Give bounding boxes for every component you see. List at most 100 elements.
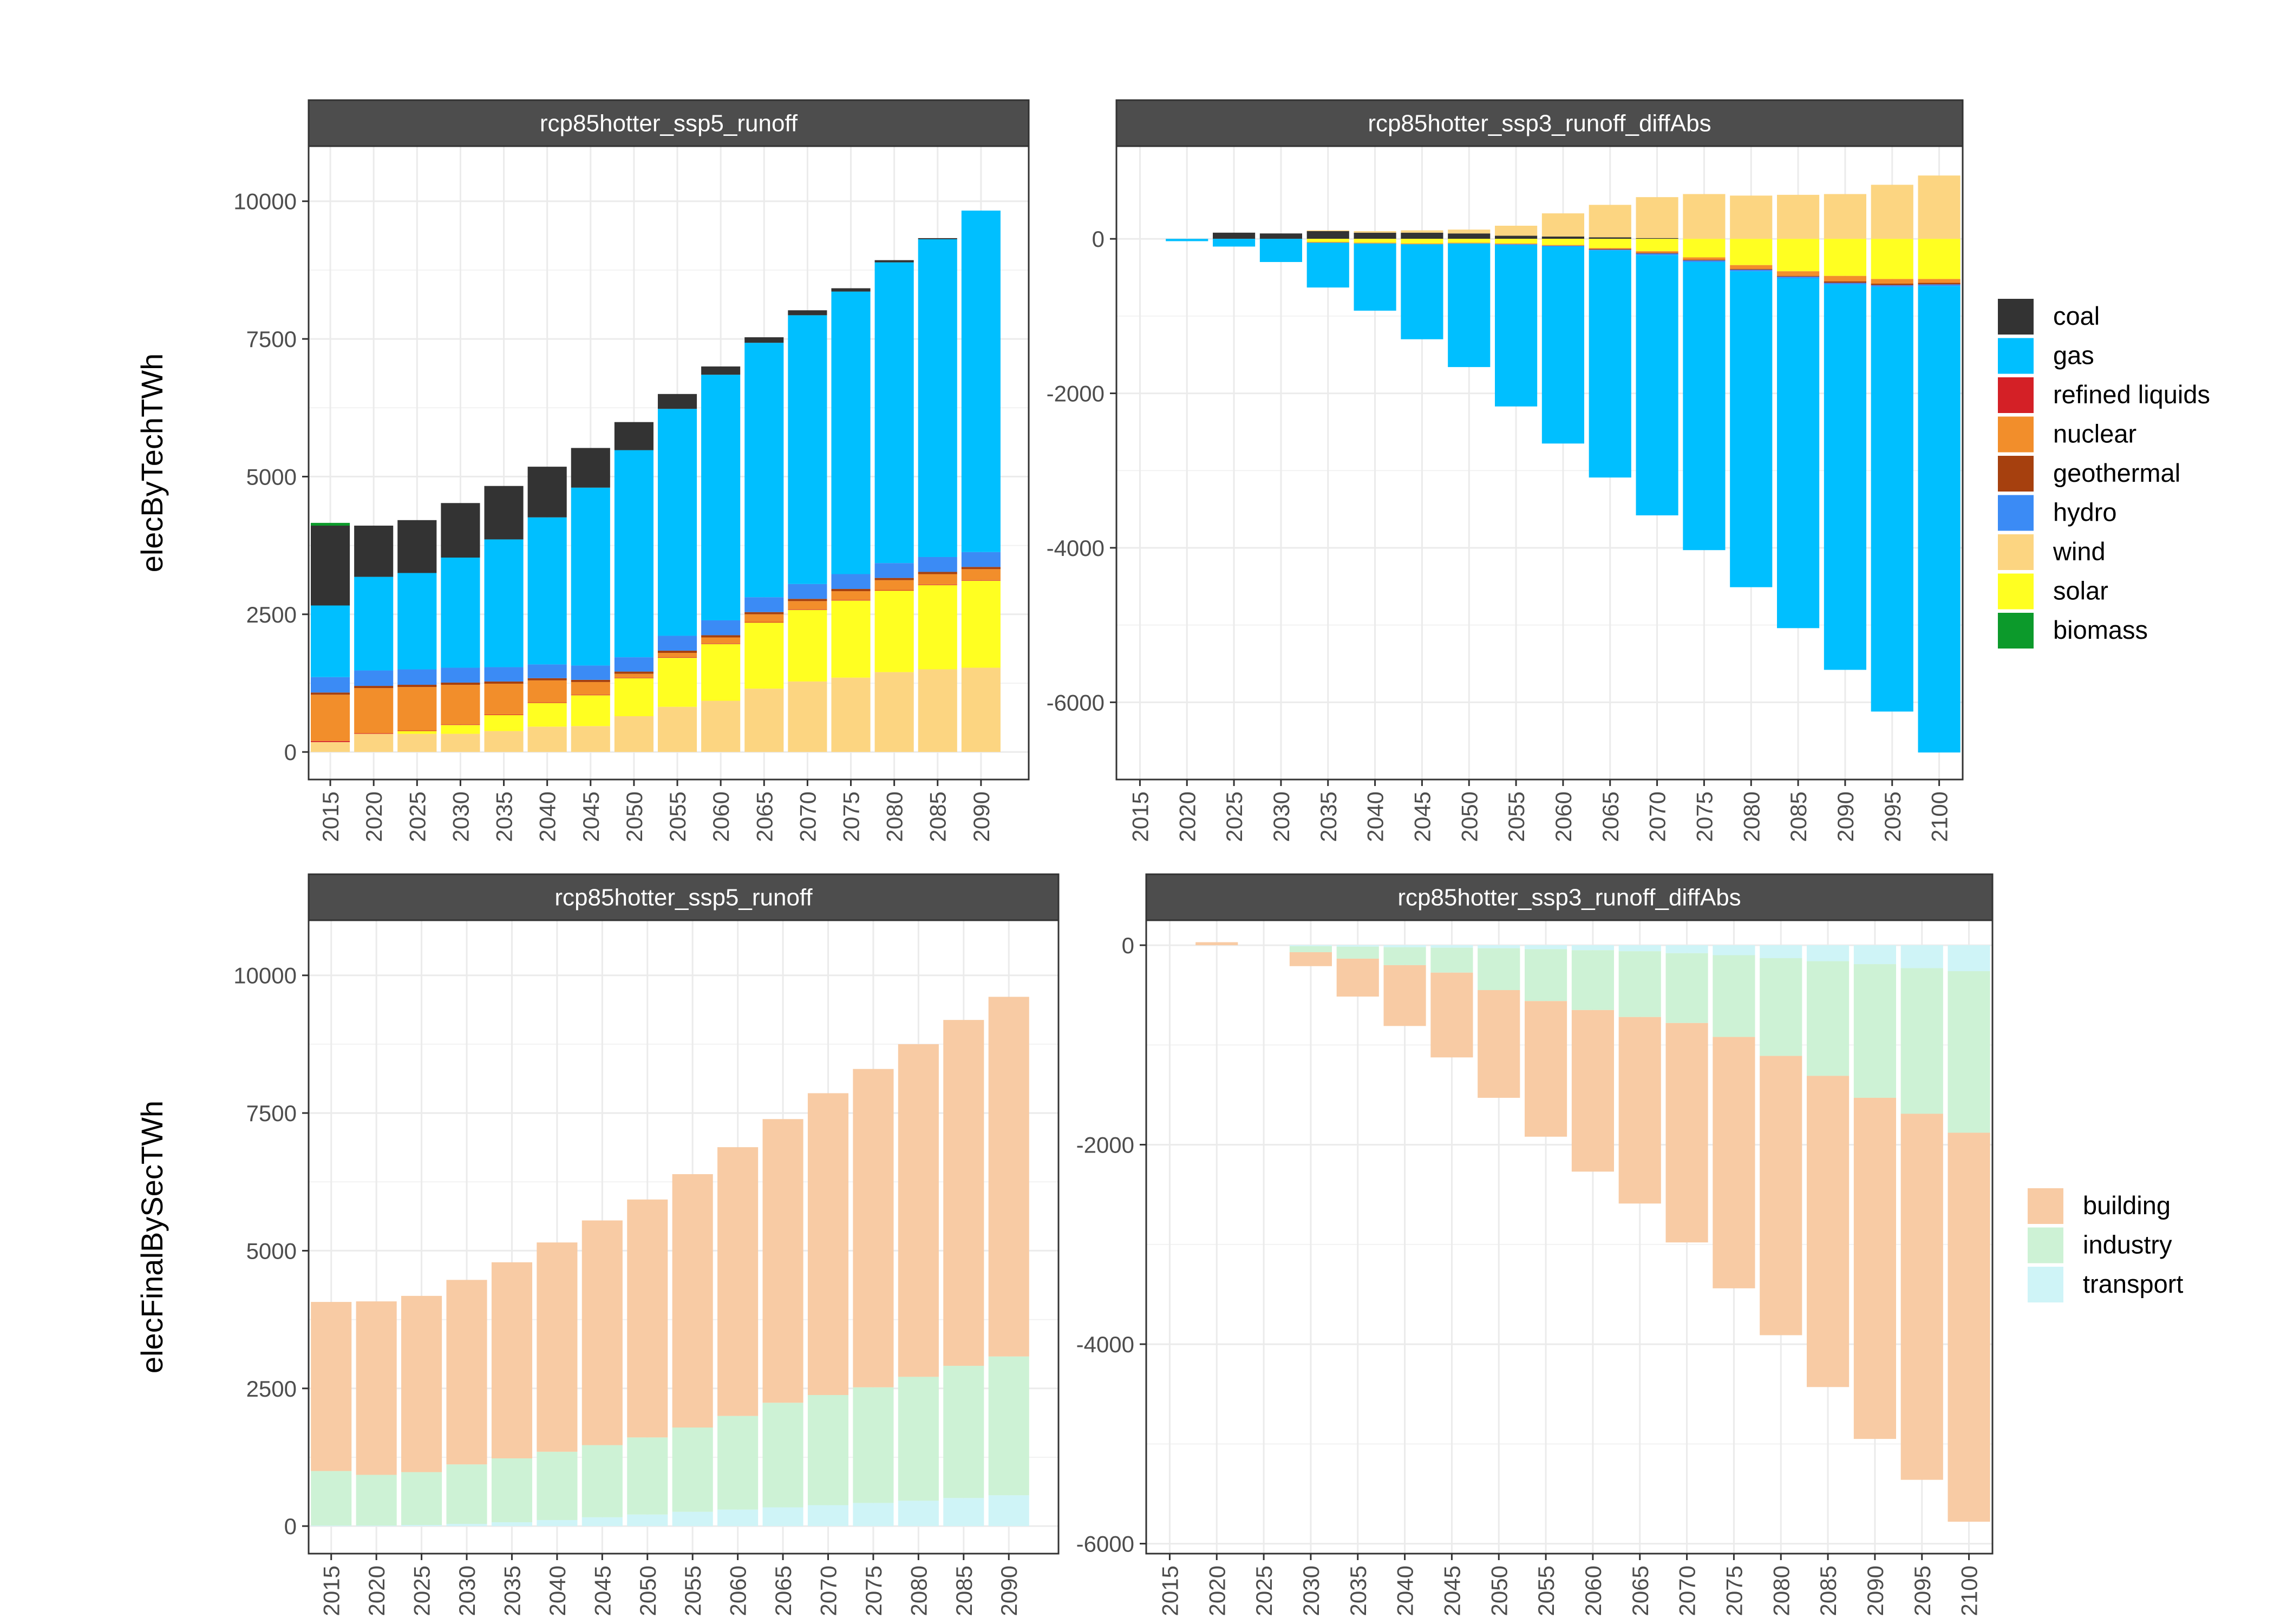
bar-transport-2070 <box>1665 945 1708 953</box>
bar-solar-2040 <box>527 703 567 727</box>
bar-gas-2085 <box>1777 278 1820 628</box>
x-tick-label: 2045 <box>1409 791 1435 842</box>
bar-solar-2100 <box>1918 239 1961 279</box>
x-tick-label: 2055 <box>1504 791 1529 842</box>
bar-geothermal-2020 <box>354 686 394 689</box>
x-tick-label: 2035 <box>499 1566 525 1616</box>
x-tick-label: 2065 <box>752 791 777 842</box>
x-tick-label: 2100 <box>1927 791 1952 842</box>
bar-nuclear-2055 <box>657 653 697 658</box>
bars <box>311 211 1001 752</box>
x-tick-label: 2070 <box>815 1566 841 1616</box>
bar-solar-2080 <box>1730 239 1773 265</box>
bar-industry-2075 <box>853 1387 894 1503</box>
bar-building-2020 <box>1195 942 1238 946</box>
x-tick-label: 2045 <box>1439 1566 1465 1616</box>
bar-solar-2045 <box>571 695 610 726</box>
bar-industry-2025 <box>401 1472 442 1525</box>
y-axis: 0 2500 5000 7500 10000 <box>233 963 309 1539</box>
bar-industry-2040 <box>1383 947 1426 965</box>
y-tick-label: 7500 <box>246 326 297 352</box>
bar-industry-2070 <box>1665 953 1708 1023</box>
x-tick-label: 2040 <box>1393 1566 1418 1616</box>
bar-gas-2025 <box>1213 239 1256 247</box>
bar-hydro-2030 <box>441 667 480 683</box>
bar-wind-2070 <box>788 681 827 752</box>
bar-solar-2060 <box>701 644 741 701</box>
bar-solar-2040 <box>1354 239 1396 243</box>
bar-building-2090 <box>988 997 1029 1357</box>
bar-transport-2055 <box>1525 945 1567 949</box>
bar-coal-2075 <box>831 288 871 292</box>
bar-geothermal-2035 <box>484 681 524 684</box>
legend-swatch-coal <box>1998 299 2034 335</box>
facet-strip <box>1115 99 1964 147</box>
legend-label: building <box>2083 1191 2171 1220</box>
y-tick-label: -6000 <box>1076 1531 1134 1557</box>
bar-building-2085 <box>943 1020 984 1366</box>
x-axis: 2015 2020 2025 2030 2035 2040 2045 2050 2055 2060… <box>318 780 994 842</box>
bar-nuclear-2045 <box>571 682 610 695</box>
bar-wind-2040 <box>1354 231 1396 233</box>
bar-coal-2055 <box>1495 235 1538 239</box>
x-tick-label: 2085 <box>925 791 951 842</box>
x-tick-label: 2060 <box>1580 1566 1606 1616</box>
x-tick-label: 2025 <box>1221 791 1247 842</box>
bar-transport-2025 <box>401 1525 442 1527</box>
x-tick-label: 2065 <box>1598 791 1623 842</box>
bar-transport-2040 <box>537 1520 578 1527</box>
bar-hydro-2040 <box>527 664 567 678</box>
bar-hydro-2060 <box>701 620 741 636</box>
x-tick-label: 2090 <box>1833 791 1858 842</box>
x-tick-label: 2075 <box>1721 1566 1747 1616</box>
bar-building-2040 <box>1383 965 1426 1026</box>
bar-hydro-2045 <box>571 665 610 680</box>
bar-hydro-2075 <box>1683 260 1726 263</box>
bar-geothermal-2030 <box>441 682 480 685</box>
bars <box>1166 175 1961 753</box>
bar-gas-2020 <box>1166 239 1208 241</box>
bar-coal-2065 <box>1589 237 1631 239</box>
y-tick-label: 0 <box>1092 226 1105 252</box>
bar-wind-2100 <box>1918 175 1961 239</box>
legend-label: nuclear <box>2053 420 2136 448</box>
bar-transport-2035 <box>491 1522 532 1527</box>
bar-gas-2055 <box>657 409 697 636</box>
legend-label: biomass <box>2053 615 2148 644</box>
bar-transport-2040 <box>1383 945 1426 947</box>
bar-industry-2045 <box>581 1445 623 1517</box>
bar-wind-2080 <box>874 672 914 752</box>
x-tick-label: 2050 <box>1486 1566 1512 1616</box>
bar-gas-2060 <box>1541 246 1584 444</box>
y-tick-label: 0 <box>1122 933 1134 958</box>
bar-transport-2085 <box>1807 945 1850 961</box>
x-tick-label: 2050 <box>635 1566 661 1616</box>
bar-hydro-2020 <box>354 670 394 686</box>
bar-building-2035 <box>491 1262 532 1458</box>
x-tick-label: 2095 <box>1910 1566 1935 1616</box>
bar-building-2065 <box>1618 1017 1661 1204</box>
bar-gas-2050 <box>614 450 654 658</box>
bar-building-2075 <box>853 1069 894 1387</box>
bar-building-2070 <box>807 1093 849 1395</box>
bar-industry-2030 <box>1289 946 1332 952</box>
x-tick-label: 2080 <box>882 791 907 842</box>
bar-wind-2065 <box>744 689 784 752</box>
bar-solar-2035 <box>1306 239 1349 242</box>
bar-transport-2045 <box>581 1517 623 1527</box>
x-tick-label: 2070 <box>1645 791 1670 842</box>
bar-hydro-2035 <box>484 667 524 682</box>
bar-coal-2060 <box>1541 236 1584 239</box>
y-axis-title-elec-by-tech: elecByTechTWh <box>135 353 169 573</box>
bar-hydro-2080 <box>874 563 914 578</box>
y-tick-label: 2500 <box>246 602 297 627</box>
bar-solar-2045 <box>1401 239 1443 244</box>
x-tick-label: 2020 <box>1204 1566 1230 1616</box>
bar-geothermal-2080 <box>1730 269 1773 270</box>
bar-hydro-2055 <box>1495 244 1538 245</box>
bar-building-2075 <box>1713 1037 1755 1288</box>
bar-transport-2080 <box>898 1501 939 1527</box>
bar-industry-2095 <box>1900 968 1943 1114</box>
bar-gas-2045 <box>571 487 610 666</box>
legend-swatch-gas <box>1998 338 2034 374</box>
